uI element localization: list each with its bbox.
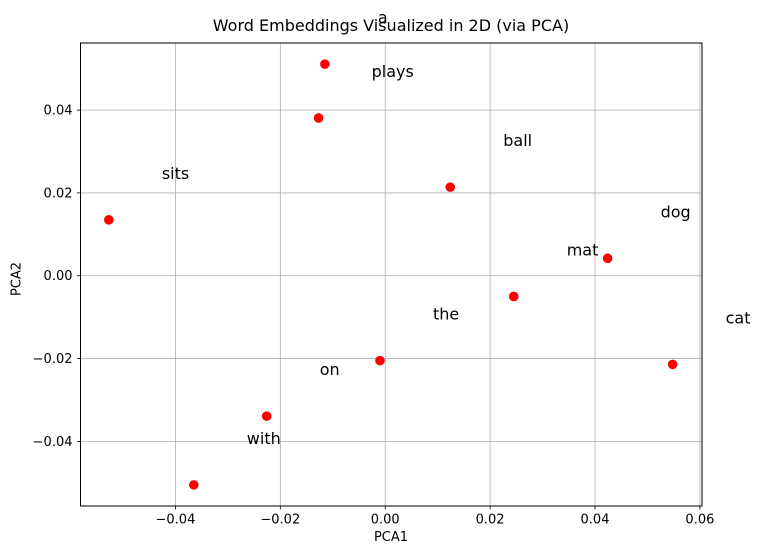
data-point-ball xyxy=(445,182,456,192)
word-label-ball: ball xyxy=(503,131,532,150)
y-axis-label: PCA2 xyxy=(9,261,25,297)
word-label-cat: cat xyxy=(726,308,751,327)
data-point-sits xyxy=(104,215,114,225)
plot-border xyxy=(80,42,703,507)
word-label-the: the xyxy=(433,305,459,324)
data-point-on xyxy=(261,411,272,421)
word-label-sits: sits xyxy=(162,164,189,183)
x-tick-label: 0.00 xyxy=(371,513,400,528)
y-tick-label: 0.04 xyxy=(44,104,73,119)
data-point-plays xyxy=(313,113,324,123)
data-point-a xyxy=(320,59,330,69)
data-point-dog xyxy=(602,253,613,264)
x-tick-label: −0.04 xyxy=(156,513,196,528)
x-axis-label: PCA1 xyxy=(373,530,409,545)
word-label-dog: dog xyxy=(661,202,691,221)
word-label-with: with xyxy=(247,429,281,448)
data-point-with xyxy=(188,480,199,490)
x-tick-label: 0.06 xyxy=(685,513,714,528)
y-tick-label: −0.04 xyxy=(33,435,73,450)
word-label-on: on xyxy=(320,360,340,379)
y-tick-label: 0.02 xyxy=(44,186,73,201)
word-label-mat: mat xyxy=(567,240,599,259)
data-point-the xyxy=(375,355,385,366)
x-tick-label: −0.02 xyxy=(260,513,300,528)
chart-title: Word Embeddings Visualized in 2D (via PC… xyxy=(212,16,570,35)
x-tick-label: 0.02 xyxy=(476,513,505,528)
y-tick-label: 0.00 xyxy=(44,269,73,284)
word-label-a: a xyxy=(378,8,388,27)
word-label-plays: plays xyxy=(372,62,414,81)
y-tick-label: −0.02 xyxy=(33,352,73,367)
data-point-mat xyxy=(508,291,519,302)
data-point-cat xyxy=(667,359,678,370)
x-tick-label: 0.04 xyxy=(581,513,610,528)
